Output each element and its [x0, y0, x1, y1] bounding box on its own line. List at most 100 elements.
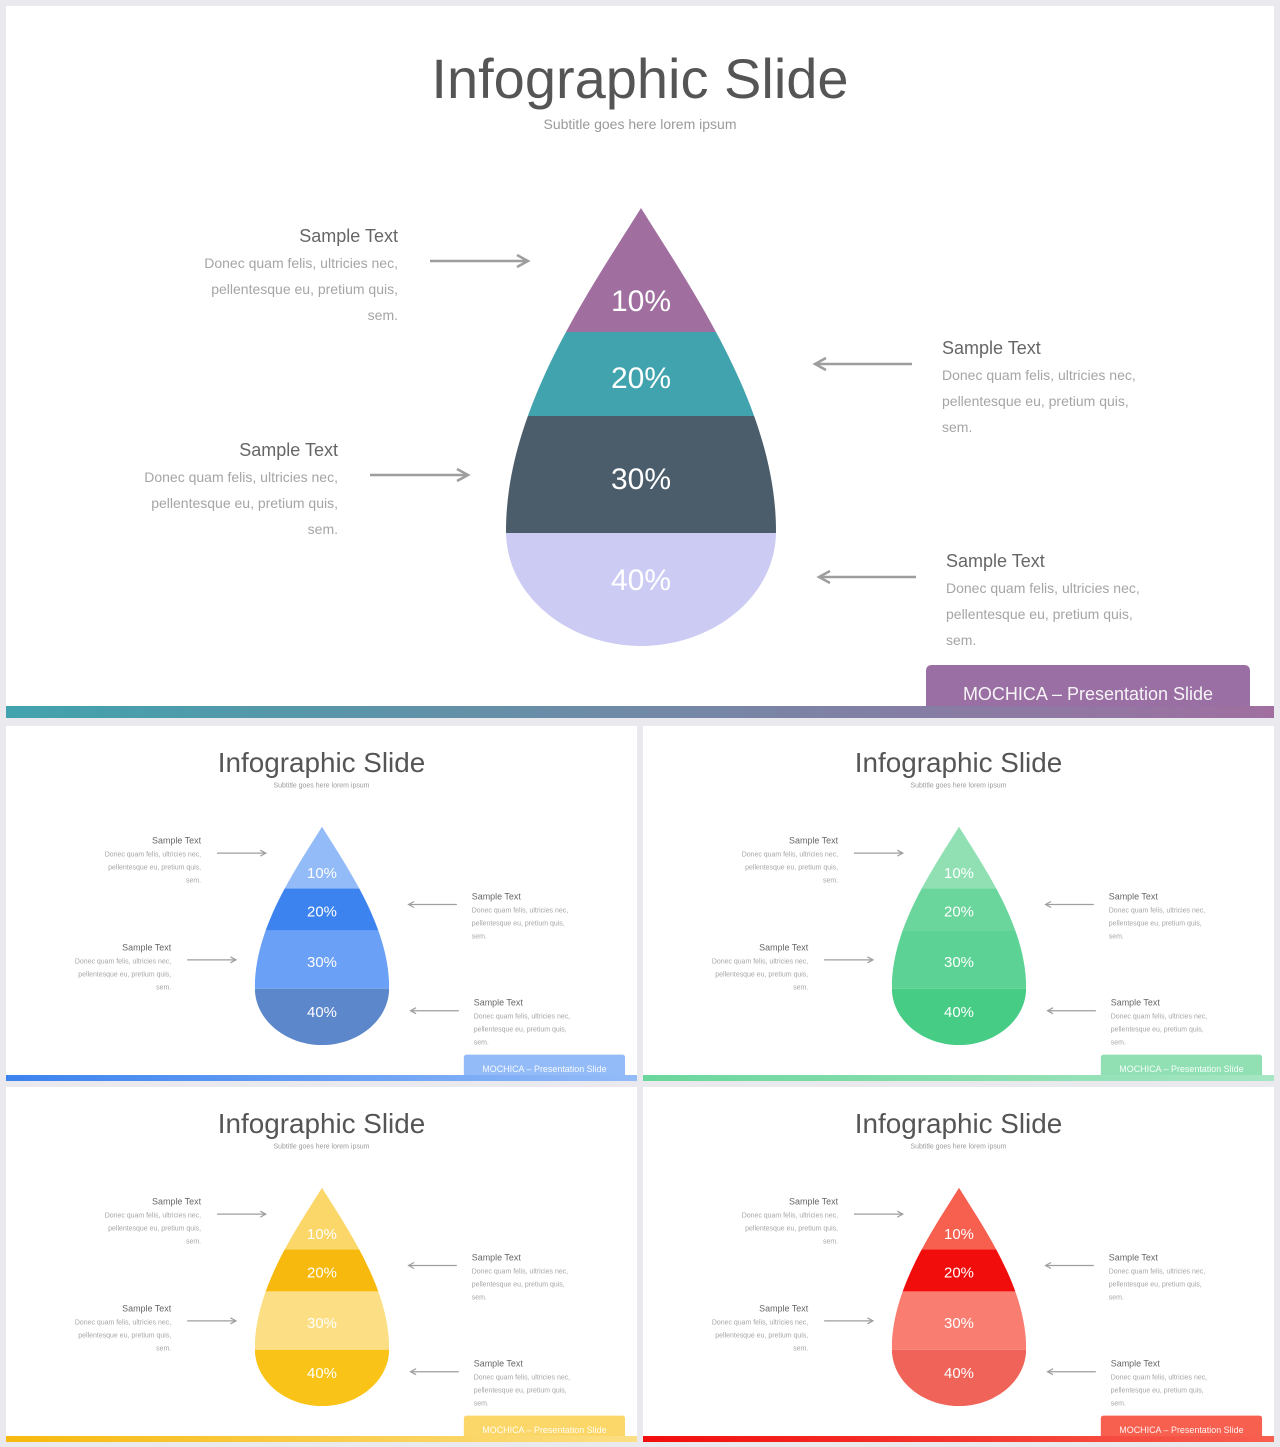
- arrowhead-icon: [409, 1007, 417, 1015]
- callout-body-line: pellentesque eu, pretium quis,: [745, 865, 838, 872]
- callout-body-line: Donec quam felis, ultricies nec,: [105, 1213, 201, 1220]
- callout-body-line: sem.: [793, 1345, 808, 1352]
- callout-body-line: sem.: [472, 1294, 487, 1301]
- segment-label-1: 10%: [611, 285, 671, 318]
- segment-label-4: 40%: [611, 564, 671, 597]
- callout-body-line: sem.: [1109, 1294, 1124, 1301]
- arrowhead-icon: [1044, 900, 1052, 909]
- bottom-accent-bar: [6, 1436, 637, 1442]
- segment-label-3: 30%: [611, 463, 671, 496]
- segment-label-4: 40%: [944, 1365, 974, 1382]
- segment-label-3: 30%: [307, 954, 337, 971]
- arrowhead-icon: [1044, 1261, 1052, 1270]
- callout-4: Sample Text Donec quam felis, ultricies n…: [1046, 998, 1207, 1047]
- callout-body-line: sem.: [1111, 1040, 1126, 1047]
- drop-segment-3: [506, 416, 776, 533]
- callout-body-line: pellentesque eu, pretium quis,: [108, 1226, 201, 1233]
- callout-body-line: Donec quam felis, ultricies nec,: [1111, 1375, 1207, 1382]
- thumbnail-slide-red[interactable]: Infographic Slide Subtitle goes here lore…: [643, 1087, 1274, 1442]
- arrowhead-icon: [816, 569, 831, 585]
- arrowhead-icon: [409, 1368, 417, 1376]
- segment-label-1: 10%: [307, 1226, 337, 1243]
- callout-body-line: Donec quam felis, ultricies nec,: [204, 255, 398, 271]
- callout-body-line: sem.: [186, 878, 201, 885]
- callout-body-line: sem.: [156, 984, 171, 991]
- callout-heading: Sample Text: [942, 338, 1041, 358]
- segment-label-1: 10%: [944, 865, 974, 882]
- arrowhead-icon: [230, 956, 238, 964]
- footer-tag: [463, 1415, 626, 1437]
- segment-label-2: 20%: [307, 1264, 337, 1281]
- slide-title: Infographic Slide: [855, 1108, 1062, 1139]
- callout-body-line: Donec quam felis, ultricies nec,: [472, 907, 568, 914]
- callout-heading: Sample Text: [759, 1303, 809, 1313]
- callout-3: Sample Text Donec quam felis, ultricies n…: [75, 942, 238, 991]
- callout-heading: Sample Text: [789, 1197, 839, 1207]
- callout-heading: Sample Text: [1109, 1253, 1159, 1263]
- segment-label-3: 30%: [944, 1315, 974, 1332]
- arrowhead-icon: [230, 1317, 238, 1325]
- segment-label-2: 20%: [307, 903, 337, 920]
- slide-subtitle: Subtitle goes here lorem ipsum: [911, 1143, 1007, 1150]
- callout-2: Sample Text Donec quam felis, ultricies n…: [407, 1253, 568, 1301]
- thumbnail-slide-blue[interactable]: Infographic Slide Subtitle goes here lore…: [6, 726, 637, 1081]
- arrowhead-icon: [407, 900, 415, 909]
- callout-2: Sample Text Donec quam felis, ultricies n…: [1044, 1253, 1205, 1301]
- slide-subtitle: Subtitle goes here lorem ipsum: [274, 1143, 370, 1150]
- callout-body-line: sem.: [823, 878, 838, 885]
- callout-2: Sample Text Donec quam felis, ultricies n…: [407, 892, 568, 940]
- callout-1: Sample Text Donec quam felis, ultricies n…: [742, 1197, 905, 1246]
- footer-tag-label: MOCHICA – Presentation Slide: [963, 684, 1213, 704]
- callout-body-line: Donec quam felis, ultricies nec,: [75, 1319, 171, 1326]
- callout-4: Sample Text Donec quam felis, ultricies n…: [409, 1359, 570, 1408]
- callout-body-line: Donec quam felis, ultricies nec,: [1109, 907, 1205, 914]
- arrowhead-icon: [259, 1210, 268, 1218]
- segment-label-3: 30%: [944, 954, 974, 971]
- footer-tag-label: MOCHICA – Presentation Slide: [1119, 1064, 1243, 1074]
- segment-label-1: 10%: [307, 865, 337, 882]
- callout-heading: Sample Text: [1111, 1359, 1161, 1369]
- callout-2: Sample Text Donec quam felis, ultricies n…: [1044, 892, 1205, 940]
- callout-body-line: Donec quam felis, ultricies nec,: [105, 852, 201, 859]
- callout-1: Sample Text Donec quam felis, ultricies n…: [742, 836, 905, 885]
- callout-3: Sample Text Donec quam felis, ultricies n…: [712, 1303, 875, 1352]
- drop-segment-3: [254, 930, 390, 989]
- callout-heading: Sample Text: [299, 226, 398, 246]
- callout-body-line: Donec quam felis, ultricies nec,: [1109, 1268, 1205, 1275]
- callout-body-line: Donec quam felis, ultricies nec,: [942, 367, 1136, 383]
- footer-tag: [926, 665, 1250, 706]
- drop-segment-3: [254, 1291, 390, 1350]
- callout-body-line: sem.: [186, 1239, 201, 1246]
- callout-heading: Sample Text: [759, 942, 809, 952]
- callout-4: Sample Text Donec quam felis, ultricies n…: [1046, 1359, 1207, 1408]
- slide-title: Infographic Slide: [218, 747, 425, 778]
- callout-heading: Sample Text: [946, 551, 1045, 571]
- callout-3: Sample Text Donec quam felis, ultricies n…: [75, 1303, 238, 1352]
- callout-heading: Sample Text: [239, 440, 338, 460]
- slide-subtitle: Subtitle goes here lorem ipsum: [274, 782, 370, 789]
- callout-4: Sample Text Donec quam felis, ultricies n…: [816, 551, 1140, 648]
- callout-body-line: Donec quam felis, ultricies nec,: [742, 852, 838, 859]
- footer-tag: [463, 1054, 626, 1076]
- arrowhead-icon: [867, 1317, 875, 1325]
- callout-body-line: sem.: [1111, 1401, 1126, 1408]
- callout-heading: Sample Text: [472, 1253, 522, 1263]
- callout-body-line: pellentesque eu, pretium quis,: [946, 606, 1133, 622]
- arrowhead-icon: [1046, 1007, 1054, 1015]
- segment-label-4: 40%: [944, 1004, 974, 1021]
- segment-label-4: 40%: [307, 1004, 337, 1021]
- callout-body-line: sem.: [368, 307, 398, 323]
- thumbnail-slide-yellow[interactable]: Infographic Slide Subtitle goes here lore…: [6, 1087, 637, 1442]
- callout-body-line: pellentesque eu, pretium quis,: [472, 920, 565, 927]
- footer-tag-label: MOCHICA – Presentation Slide: [482, 1425, 606, 1435]
- callout-body-line: sem.: [308, 521, 338, 537]
- segment-label-2: 20%: [944, 1264, 974, 1281]
- slide-title: Infographic Slide: [218, 1108, 425, 1139]
- thumbnail-slide-green[interactable]: Infographic Slide Subtitle goes here lore…: [643, 726, 1274, 1081]
- main-slide: Infographic Slide Subtitle goes here lore…: [6, 6, 1274, 718]
- footer-tag: [1100, 1415, 1263, 1437]
- callout-body-line: pellentesque eu, pretium quis,: [715, 1332, 808, 1339]
- slide-title: Infographic Slide: [855, 747, 1062, 778]
- bottom-accent-bar: [643, 1436, 1274, 1442]
- callout-body-line: sem.: [942, 419, 972, 435]
